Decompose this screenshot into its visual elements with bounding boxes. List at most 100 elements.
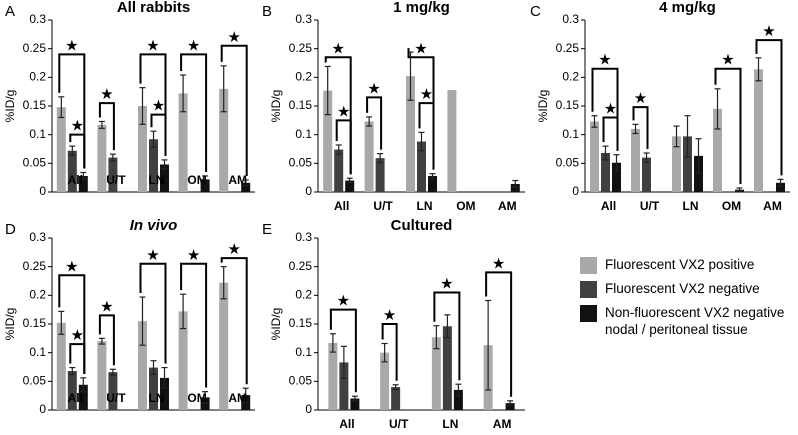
y-axis-label: %ID/g (536, 90, 550, 123)
significance-star: ★ (187, 247, 200, 264)
bar-nonfluor-am (241, 182, 251, 192)
significance-star: ★ (420, 86, 433, 103)
category-label: U/T (373, 199, 393, 213)
y-tick-label: 0.05 (23, 374, 47, 388)
significance-star: ★ (721, 52, 734, 69)
bar-negative-ln (417, 141, 426, 192)
legend-label-negative: Fluorescent VX2 negative (605, 281, 760, 296)
category-label: All (601, 199, 616, 213)
bar-positive-om (713, 108, 722, 192)
significance-star: ★ (367, 80, 380, 97)
y-tick-label: 0.05 (23, 156, 47, 170)
y-tick-label: 0 (305, 184, 312, 198)
y-tick-label: 0.25 (289, 259, 313, 273)
panel-e: E Cultured %ID/g 0 0.05 0.1 0.15 0.2 0.25 0.3 All U… (262, 217, 525, 431)
bar-positive-ln (406, 76, 415, 192)
panel-d: D In vivo %ID/g 0 0.05 0.1 0.15 0.2 0.25 0.3 All U/… (3, 217, 255, 416)
chart-title: Cultured (391, 217, 453, 234)
significance-bracket (180, 262, 208, 388)
significance-bracket (591, 67, 619, 151)
y-tick-label: 0.3 (29, 12, 46, 26)
bar-negative-ut (642, 157, 651, 192)
significance-bracket (69, 343, 86, 374)
y-tick-label: 0 (305, 402, 312, 416)
significance-bracket (98, 314, 115, 366)
legend: Fluorescent VX2 positive Fluorescent VX2… (580, 256, 795, 344)
category-label: OM (456, 199, 475, 213)
significance-star: ★ (152, 98, 165, 115)
chart-title: 1 mg/kg (393, 0, 450, 16)
significance-bracket (335, 119, 352, 175)
significance-star: ★ (337, 293, 350, 310)
bar-negative-all (339, 362, 349, 410)
category-label: OM (187, 391, 206, 405)
y-tick-label: 0.2 (562, 70, 579, 84)
panel-letter: E (262, 221, 272, 238)
legend-swatch-negative (580, 281, 597, 298)
y-tick-label: 0.2 (29, 70, 46, 84)
legend-swatch-positive (580, 257, 597, 274)
category-label: All (339, 417, 354, 431)
y-tick-label: 0.3 (295, 12, 312, 26)
significance-star: ★ (65, 37, 78, 54)
bar-negative-ln (442, 326, 452, 410)
bar-positive-ut (380, 352, 390, 410)
significance-bracket (602, 116, 619, 151)
significance-star: ★ (762, 23, 775, 40)
bar-negative-ut (375, 158, 385, 192)
significance-bracket (329, 308, 357, 393)
significance-bracket (220, 257, 248, 385)
significance-bracket (139, 262, 167, 364)
significance-bracket (58, 53, 86, 169)
y-tick-label: 0 (39, 402, 46, 416)
significance-star: ★ (71, 327, 84, 344)
significance-bracket (433, 291, 461, 381)
significance-star: ★ (146, 37, 159, 54)
y-tick-label: 0.05 (289, 374, 313, 388)
bar-nonfluor-ln (160, 377, 169, 410)
significance-star: ★ (604, 100, 617, 117)
significance-bracket (220, 44, 248, 176)
significance-bracket (139, 53, 167, 156)
bar-negative-all (334, 149, 344, 192)
category-label: LN (417, 199, 433, 213)
category-label: AM (228, 391, 247, 405)
bar-nonfluor-all (78, 175, 88, 192)
y-tick-label: 0.25 (289, 41, 313, 55)
bar-positive-ut (97, 124, 107, 192)
category-label: AM (228, 173, 247, 187)
category-label: U/T (389, 417, 409, 431)
y-tick-label: 0.2 (295, 70, 312, 84)
panel-b: B 1 mg/kg %ID/g 0 0.05 0.1 0.15 0.2 0.25 0.3 All U/… (262, 0, 525, 213)
bar-negative-ut (391, 387, 401, 410)
y-tick-label: 0.05 (556, 156, 580, 170)
bar-positive-ut (97, 341, 107, 410)
category-label: All (68, 391, 83, 405)
bar-positive-om (447, 89, 457, 192)
category-label: U/T (106, 391, 126, 405)
bar-positive-ln (138, 106, 147, 192)
significance-star: ★ (440, 275, 453, 292)
bar-positive-ln (672, 136, 681, 192)
bar-nonfluor-ln (428, 175, 437, 192)
legend-label-nonfluor: Non-fluorescent VX2 negative nodal / per… (605, 305, 785, 337)
y-tick-label: 0.25 (556, 41, 580, 55)
category-label: AM (498, 199, 517, 213)
y-tick-label: 0.1 (29, 345, 46, 359)
y-tick-label: 0.15 (23, 98, 47, 112)
category-label: OM (722, 199, 741, 213)
panel-letter: C (530, 3, 541, 20)
y-axis-label: %ID/g (269, 308, 283, 341)
bar-positive-ln (138, 321, 147, 410)
significance-bracket (98, 102, 115, 151)
y-tick-label: 0.3 (29, 230, 46, 244)
legend-swatch-nonfluor (580, 305, 597, 322)
significance-bracket (485, 271, 513, 397)
significance-bracket (381, 323, 398, 381)
bar-nonfluor-all (612, 162, 621, 192)
y-tick-label: 0.2 (29, 288, 46, 302)
category-label: All (68, 173, 83, 187)
significance-bracket (180, 53, 208, 172)
bar-nonfluor-om (200, 179, 210, 192)
